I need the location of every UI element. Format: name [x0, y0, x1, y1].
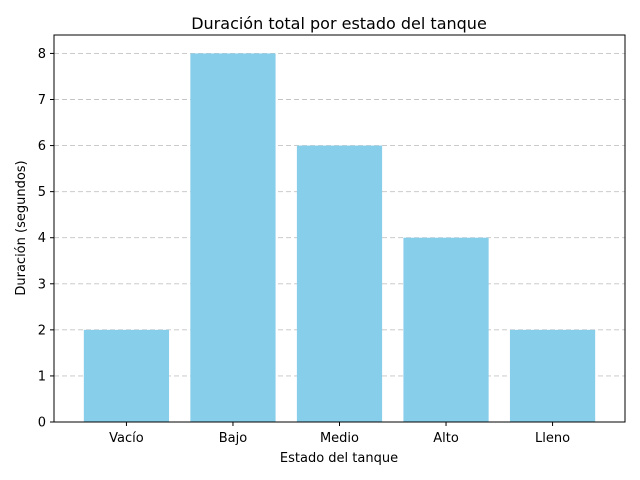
y-axis-label: Duración (segundos) [14, 160, 29, 295]
bars [83, 53, 596, 423]
bar-2 [190, 53, 276, 423]
x-axis-label: Estado del tanque [280, 451, 398, 466]
y-tick-label-5: 5 [38, 185, 46, 200]
x-tick-label-4: Alto [433, 431, 459, 446]
y-tick-label-4: 4 [38, 231, 46, 246]
x-tick-label-5: Lleno [535, 431, 570, 446]
x-tick-label-3: Medio [320, 431, 359, 446]
y-tick-label-6: 6 [38, 139, 46, 154]
x-axis-ticks: Vacío Bajo Medio Alto Lleno [109, 422, 570, 446]
chart-title: Duración total por estado del tanque [191, 14, 487, 33]
y-tick-label-7: 7 [38, 93, 46, 108]
y-tick-label-8: 8 [38, 47, 46, 62]
bar-1 [83, 329, 170, 422]
bar-5 [509, 329, 596, 422]
bar-4 [403, 237, 489, 422]
y-tick-label-0: 0 [38, 416, 46, 431]
y-tick-label-1: 1 [38, 369, 46, 384]
x-tick-label-1: Vacío [109, 431, 144, 446]
x-tick-label-2: Bajo [219, 431, 247, 446]
y-tick-label-3: 3 [38, 277, 46, 292]
y-axis-ticks: 0 1 2 3 4 5 6 7 8 [38, 47, 54, 431]
bar-3 [296, 145, 383, 423]
y-tick-label-2: 2 [38, 323, 46, 338]
